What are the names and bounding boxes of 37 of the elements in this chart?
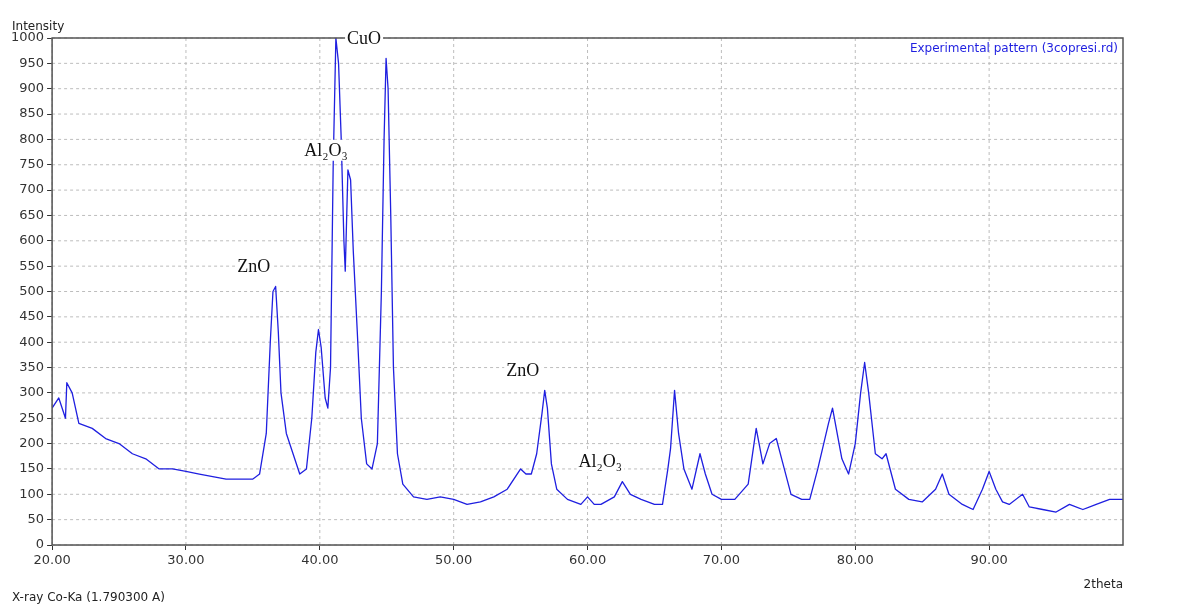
y-tick-label: 950 (19, 54, 45, 70)
y-tick-label: 250 (19, 409, 45, 425)
y-tick-label: 200 (19, 434, 45, 450)
y-tick-label: 550 (19, 257, 45, 273)
y-tick-label: 0 (35, 536, 45, 552)
y-tick-label: 850 (19, 105, 45, 121)
y-tick-label: 100 (19, 485, 45, 501)
y-tick-label: 600 (19, 232, 45, 248)
y-tick-label: 350 (19, 358, 45, 374)
y-tick-label: 750 (19, 156, 45, 172)
y-tick-label: 50 (27, 511, 45, 527)
y-tick-label: 800 (19, 130, 45, 146)
y-tick-label: 450 (19, 308, 45, 324)
x-tick-label: 90.00 (970, 552, 1008, 568)
x-tick-label: 60.00 (568, 552, 607, 568)
x-tick-label: 50.00 (435, 552, 473, 568)
annotation: Al₂O₃ (304, 139, 348, 160)
x-tick-label: 20.00 (33, 552, 71, 568)
x-tick-label: 30.00 (167, 552, 205, 568)
y-tick-label: 500 (19, 282, 45, 298)
y-tick-label: 400 (19, 333, 45, 349)
y-tick-label: 150 (19, 460, 45, 476)
y-tick-label: 1000 (10, 29, 45, 45)
annotation: ZnO (237, 256, 271, 277)
x-axis-title: 2theta (1083, 576, 1123, 591)
x-tick-label: 70.00 (702, 552, 741, 568)
x-tick-label: 40.00 (301, 552, 339, 568)
x-tick-label: 80.00 (836, 552, 874, 568)
y-tick-label: 700 (19, 181, 45, 197)
y-tick-label: 650 (19, 206, 45, 222)
annotation: CuO (347, 28, 382, 49)
y-tick-label: 900 (19, 80, 45, 96)
text: X-ray Co-Ka (1.790300 A) (12, 590, 165, 605)
text: Experimental pattern (3copresi.rd) (909, 41, 1118, 56)
y-tick-label: 300 (19, 384, 45, 400)
annotation: Al₂O₃ (578, 451, 623, 472)
annotation: ZnO (506, 360, 540, 381)
